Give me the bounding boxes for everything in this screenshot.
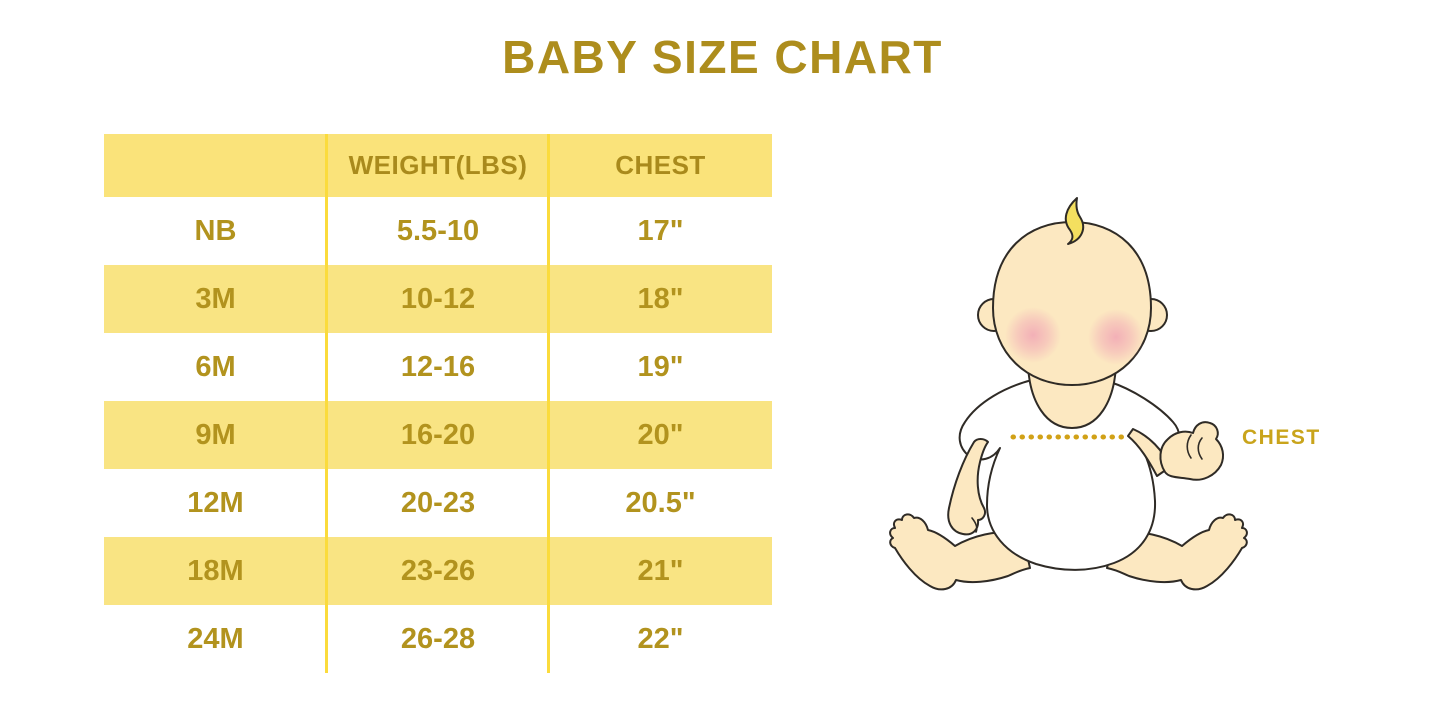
chest-measure-label: CHEST bbox=[1242, 426, 1321, 449]
baby-hair bbox=[1064, 197, 1085, 245]
page-title: BABY SIZE CHART bbox=[502, 31, 943, 83]
baby-illustration: CHEST bbox=[860, 180, 1340, 640]
header-chest: CHEST bbox=[615, 150, 706, 180]
cell-chest: 21" bbox=[637, 554, 684, 587]
table-row: 24M 26-28 22" bbox=[104, 605, 772, 673]
size-table: WEIGHT(LBS) CHEST NB 5.5-10 17" 3M 10-12… bbox=[104, 134, 772, 673]
column-divider bbox=[547, 134, 550, 673]
baby-left-hand-finger-line bbox=[971, 517, 978, 533]
baby-left-arm bbox=[947, 438, 989, 536]
cell-size: NB bbox=[194, 214, 237, 247]
baby-fist-knuckle-lines bbox=[1186, 434, 1203, 460]
cell-chest: 18" bbox=[637, 282, 684, 315]
cell-size: 3M bbox=[195, 282, 236, 315]
cell-weight: 5.5-10 bbox=[396, 214, 480, 247]
baby-illustration-svg: CHEST bbox=[889, 197, 1321, 591]
table-row: 6M 12-16 19" bbox=[104, 333, 772, 401]
cell-weight: 26-28 bbox=[400, 622, 476, 655]
table-row: 18M 23-26 21" bbox=[104, 537, 772, 605]
cell-chest: 19" bbox=[637, 350, 684, 383]
table-row: 3M 10-12 18" bbox=[104, 265, 772, 333]
cell-weight: 23-26 bbox=[400, 554, 476, 587]
cell-size: 12M bbox=[187, 486, 244, 519]
cell-weight: 16-20 bbox=[400, 418, 476, 451]
cell-size: 6M bbox=[195, 350, 236, 383]
cell-weight: 10-12 bbox=[400, 282, 476, 315]
table-row: 9M 16-20 20" bbox=[104, 401, 772, 469]
baby-cheek-left bbox=[1005, 307, 1061, 363]
cell-weight: 20-23 bbox=[400, 486, 476, 519]
cell-chest: 20" bbox=[637, 418, 684, 451]
cell-chest: 20.5" bbox=[625, 486, 696, 519]
cell-size: 24M bbox=[187, 622, 244, 655]
table-row: 12M 20-23 20.5" bbox=[104, 469, 772, 537]
cell-size: 18M bbox=[187, 554, 244, 587]
cell-chest: 17" bbox=[637, 214, 684, 247]
header-size bbox=[104, 134, 327, 197]
baby-right-fist bbox=[1159, 421, 1225, 481]
header-weight: WEIGHT(LBS) bbox=[348, 150, 528, 180]
cell-weight: 12-16 bbox=[400, 350, 476, 383]
cell-size: 9M bbox=[195, 418, 236, 451]
table-header-row: WEIGHT(LBS) CHEST bbox=[104, 134, 772, 197]
baby-cheek-right bbox=[1088, 309, 1144, 365]
baby-right-arm bbox=[1127, 428, 1171, 477]
column-divider bbox=[325, 134, 328, 673]
table-row: NB 5.5-10 17" bbox=[104, 197, 772, 265]
cell-chest: 22" bbox=[637, 622, 684, 655]
